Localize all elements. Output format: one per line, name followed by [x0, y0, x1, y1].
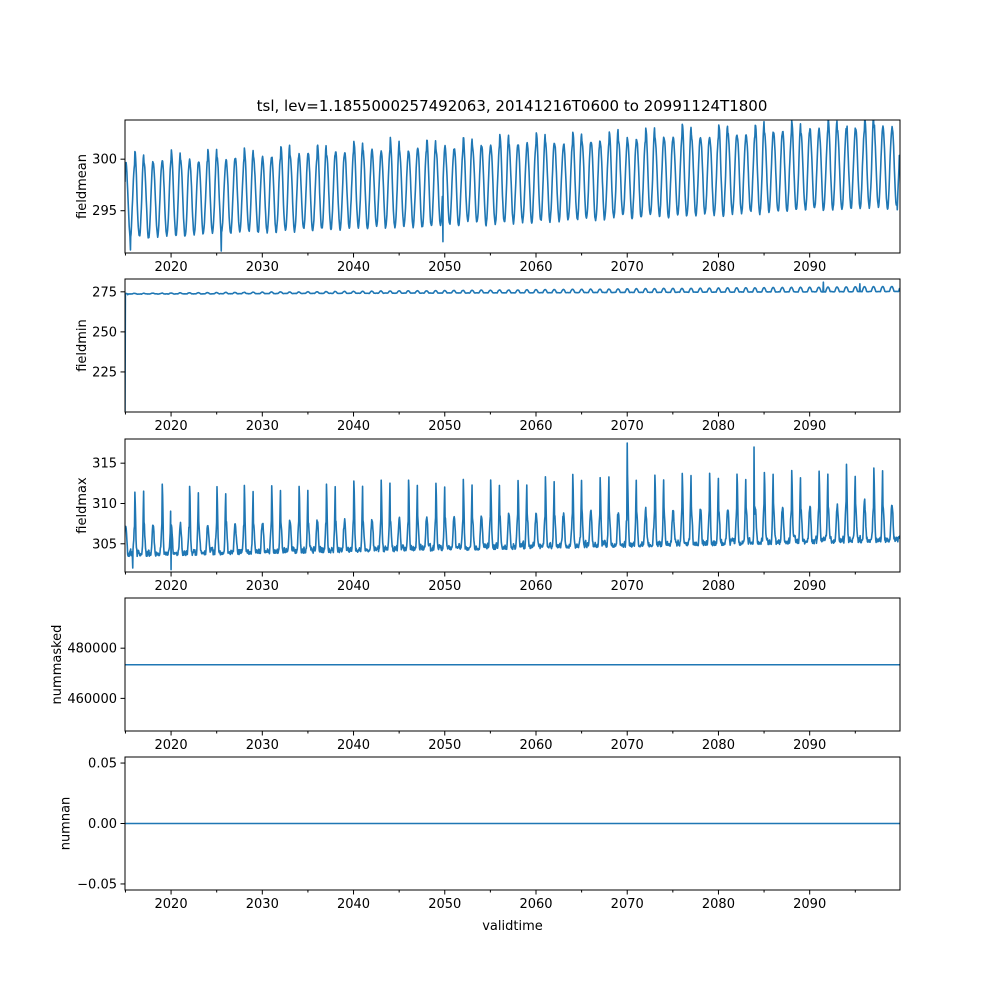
- y-axis-label: numnan: [59, 797, 74, 851]
- y-tick-label: 300: [92, 153, 117, 168]
- x-tick-label: 2020: [155, 419, 188, 434]
- x-tick-label: 2020: [155, 738, 188, 753]
- x-tick-label: 2090: [793, 579, 826, 594]
- y-tick-label: 225: [92, 365, 117, 380]
- axes-frame: [124, 278, 901, 413]
- figure-title: tsl, lev=1.1855000257492063, 20141216T06…: [257, 97, 768, 115]
- x-tick-label: 2060: [519, 579, 552, 594]
- x-tick-label: 2080: [702, 579, 735, 594]
- x-tick-label: 2050: [428, 738, 461, 753]
- x-axis-label: validtime: [482, 919, 543, 934]
- y-tick-label: 0.05: [88, 757, 117, 772]
- y-axis-label: fieldmin: [75, 319, 90, 372]
- x-tick-label: 2080: [702, 738, 735, 753]
- panel-numnan: 2020 2030 2040 2050 2060 2070 2080 2090 −0.05 0.0…: [59, 756, 901, 934]
- axes-frame: [124, 438, 901, 573]
- axes-frame: [124, 119, 901, 254]
- y-axis-label: fieldmean: [75, 154, 90, 219]
- x-tick-label: 2090: [793, 897, 826, 912]
- y-tick-label: 460000: [67, 692, 117, 707]
- x-tick-label: 2030: [246, 579, 279, 594]
- x-tick-label: 2030: [246, 260, 279, 275]
- series-line-fieldmin: [125, 281, 900, 412]
- y-axis-label: fieldmax: [75, 477, 90, 534]
- x-tick-label: 2060: [519, 738, 552, 753]
- x-tick-label: 2070: [611, 897, 644, 912]
- y-tick-label: 315: [92, 457, 117, 472]
- x-tick-label: 2090: [793, 260, 826, 275]
- x-tick-label: 2080: [702, 260, 735, 275]
- y-tick-label: 275: [92, 285, 117, 300]
- y-tick-label: 250: [92, 325, 117, 340]
- x-tick-label: 2030: [246, 419, 279, 434]
- x-tick-label: 2020: [155, 579, 188, 594]
- y-tick-label: 310: [92, 497, 117, 512]
- axes-frame: [124, 597, 901, 732]
- panel-nummasked: 2020 2030 2040 2050 2060 2070 2080 2090 460000 48…: [50, 597, 901, 753]
- x-tick-label: 2070: [611, 579, 644, 594]
- x-tick-label: 2030: [246, 738, 279, 753]
- panel-fieldmean: 2020 2030 2040 2050 2060 2070 2080 2090 295 300fi…: [75, 119, 901, 275]
- series-line-fieldmean: [125, 120, 900, 252]
- x-tick-label: 2090: [793, 738, 826, 753]
- x-tick-label: 2050: [428, 897, 461, 912]
- x-tick-label: 2040: [337, 897, 370, 912]
- x-tick-label: 2040: [337, 579, 370, 594]
- y-axis-label: nummasked: [50, 625, 65, 705]
- x-tick-label: 2050: [428, 260, 461, 275]
- y-tick-label: 305: [92, 537, 117, 552]
- panel-fieldmin: 2020 2030 2040 2050 2060 2070 2080 2090 225 250 27…: [75, 278, 901, 434]
- x-tick-label: 2080: [702, 897, 735, 912]
- x-tick-label: 2090: [793, 419, 826, 434]
- x-tick-label: 2040: [337, 260, 370, 275]
- x-tick-label: 2020: [155, 897, 188, 912]
- x-tick-label: 2040: [337, 738, 370, 753]
- x-tick-label: 2070: [611, 419, 644, 434]
- x-tick-label: 2080: [702, 419, 735, 434]
- y-tick-label: −0.05: [77, 877, 117, 892]
- x-tick-label: 2060: [519, 260, 552, 275]
- x-tick-label: 2030: [246, 897, 279, 912]
- x-tick-label: 2050: [428, 579, 461, 594]
- x-tick-label: 2050: [428, 419, 461, 434]
- x-tick-label: 2020: [155, 260, 188, 275]
- series-line-fieldmax: [125, 442, 900, 571]
- y-tick-label: 295: [92, 204, 117, 219]
- y-tick-label: 480000: [67, 642, 117, 657]
- x-tick-label: 2070: [611, 738, 644, 753]
- x-tick-label: 2040: [337, 419, 370, 434]
- y-tick-label: 0.00: [88, 817, 117, 832]
- x-tick-label: 2060: [519, 419, 552, 434]
- panel-fieldmax: 2020 2030 2040 2050 2060 2070 2080 2090 305 310 31…: [75, 438, 901, 594]
- x-tick-label: 2070: [611, 260, 644, 275]
- x-tick-label: 2060: [519, 897, 552, 912]
